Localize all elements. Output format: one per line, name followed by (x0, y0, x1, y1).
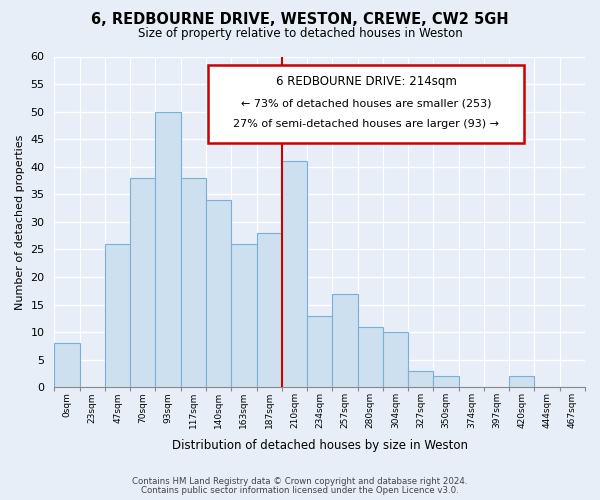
Bar (231, 244, 257, 388)
Text: 27% of semi-detached houses are larger (93) →: 27% of semi-detached houses are larger (… (233, 120, 499, 130)
X-axis label: Distribution of detached houses by size in Weston: Distribution of detached houses by size … (172, 440, 468, 452)
Bar (282, 162, 307, 388)
Bar (358, 326, 383, 388)
Bar (55, 343, 80, 388)
Bar (130, 178, 155, 388)
Text: 6, REDBOURNE DRIVE, WESTON, CREWE, CW2 5GH: 6, REDBOURNE DRIVE, WESTON, CREWE, CW2 5… (91, 12, 509, 28)
Bar (332, 294, 358, 388)
Text: Contains public sector information licensed under the Open Licence v3.0.: Contains public sector information licen… (141, 486, 459, 495)
Bar (155, 112, 181, 388)
Bar (307, 316, 332, 388)
Bar (257, 233, 282, 388)
Text: Size of property relative to detached houses in Weston: Size of property relative to detached ho… (137, 28, 463, 40)
Text: 6 REDBOURNE DRIVE: 214sqm: 6 REDBOURNE DRIVE: 214sqm (275, 75, 457, 88)
Text: ← 73% of detached houses are smaller (253): ← 73% of detached houses are smaller (25… (241, 98, 491, 108)
Text: Contains HM Land Registry data © Crown copyright and database right 2024.: Contains HM Land Registry data © Crown c… (132, 477, 468, 486)
Bar (433, 376, 458, 388)
Y-axis label: Number of detached properties: Number of detached properties (15, 134, 25, 310)
Bar (383, 332, 408, 388)
Bar (509, 376, 535, 388)
FancyBboxPatch shape (208, 65, 524, 142)
Bar (408, 371, 433, 388)
Bar (181, 178, 206, 388)
Bar (105, 244, 130, 388)
Bar (206, 200, 231, 388)
